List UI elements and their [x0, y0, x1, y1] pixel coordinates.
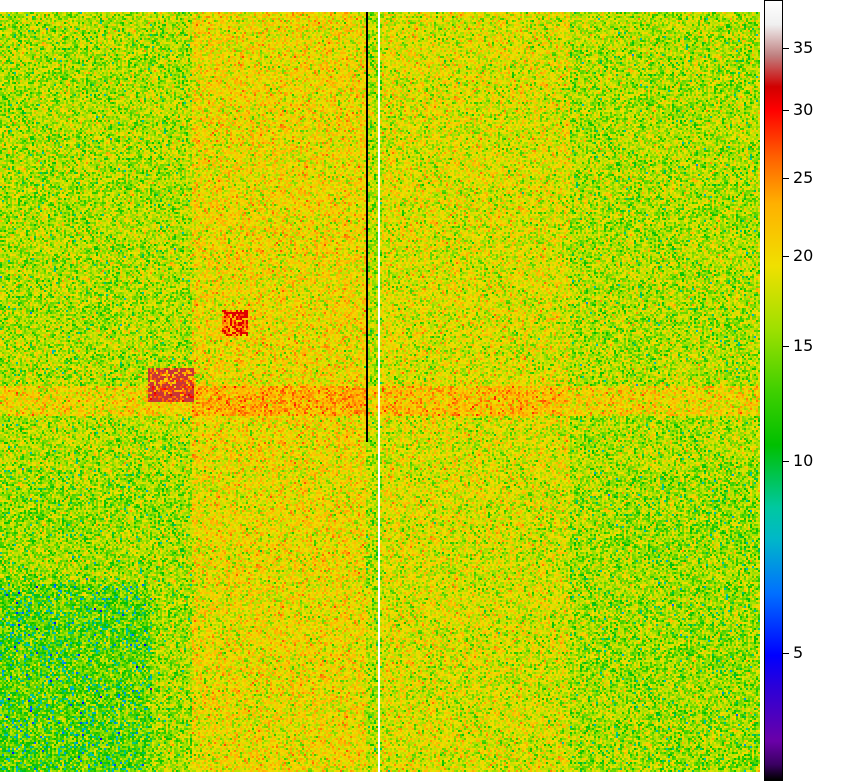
colorbar-tick-mark: [783, 256, 789, 257]
colorbar-tick-mark: [783, 461, 789, 462]
colorbar-tick-label: 5: [793, 643, 804, 662]
colorbar-tick-label: 30: [793, 100, 814, 119]
colorbar-tick-label: 10: [793, 451, 814, 470]
heatmap-image: [0, 12, 760, 772]
colorbar-tick-mark: [783, 178, 789, 179]
colorbar-tick-mark: [783, 346, 789, 347]
colorbar-tick-mark: [783, 653, 789, 654]
colorbar-tick-label: 15: [793, 336, 814, 355]
colorbar-tick-mark: [783, 110, 789, 111]
colorbar: [764, 0, 783, 781]
colorbar-tick-label: 25: [793, 168, 814, 187]
colorbar-tick-mark: [783, 48, 789, 49]
colorbar-tick-label: 35: [793, 38, 814, 57]
colorbar-tick-label: 20: [793, 246, 814, 265]
